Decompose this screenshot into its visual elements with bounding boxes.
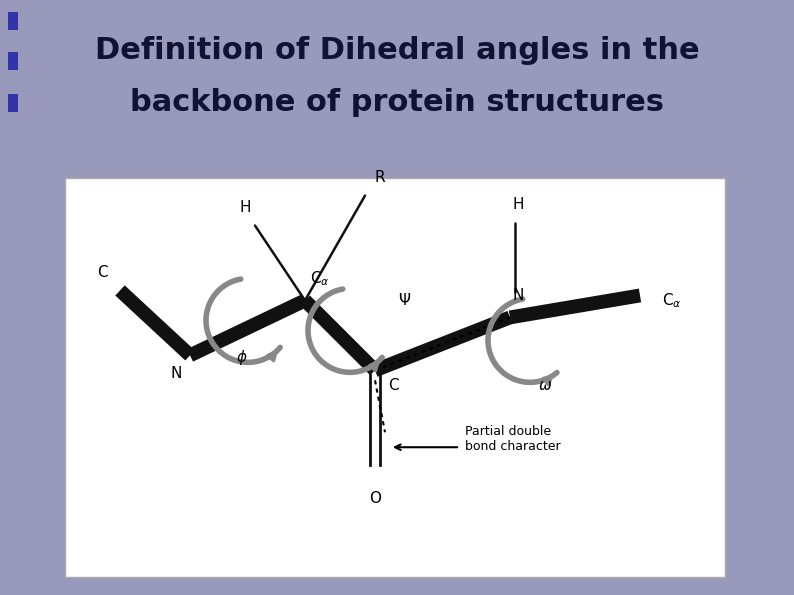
Text: backbone of protein structures: backbone of protein structures [130, 88, 664, 117]
Text: R: R [375, 170, 385, 185]
Text: Definition of Dihedral angles in the: Definition of Dihedral angles in the [94, 36, 700, 65]
Text: N: N [512, 288, 524, 303]
Text: Partial double
bond character: Partial double bond character [465, 425, 561, 453]
Text: C$_\alpha$: C$_\alpha$ [662, 291, 682, 310]
Bar [8, 52, 18, 70]
Text: H: H [512, 197, 524, 212]
Text: C$_\alpha$: C$_\alpha$ [310, 269, 330, 288]
Text: $\Psi$: $\Psi$ [399, 292, 411, 308]
Text: $\omega$: $\omega$ [538, 378, 552, 393]
Text: H: H [239, 200, 251, 215]
FancyBboxPatch shape [65, 178, 725, 577]
Text: C: C [97, 265, 107, 280]
Text: N: N [170, 366, 182, 381]
Bar [8, 12, 18, 30]
Text: O: O [369, 491, 381, 506]
Text: $\phi$: $\phi$ [237, 348, 248, 367]
Text: C: C [387, 378, 399, 393]
Bar [8, 95, 18, 112]
